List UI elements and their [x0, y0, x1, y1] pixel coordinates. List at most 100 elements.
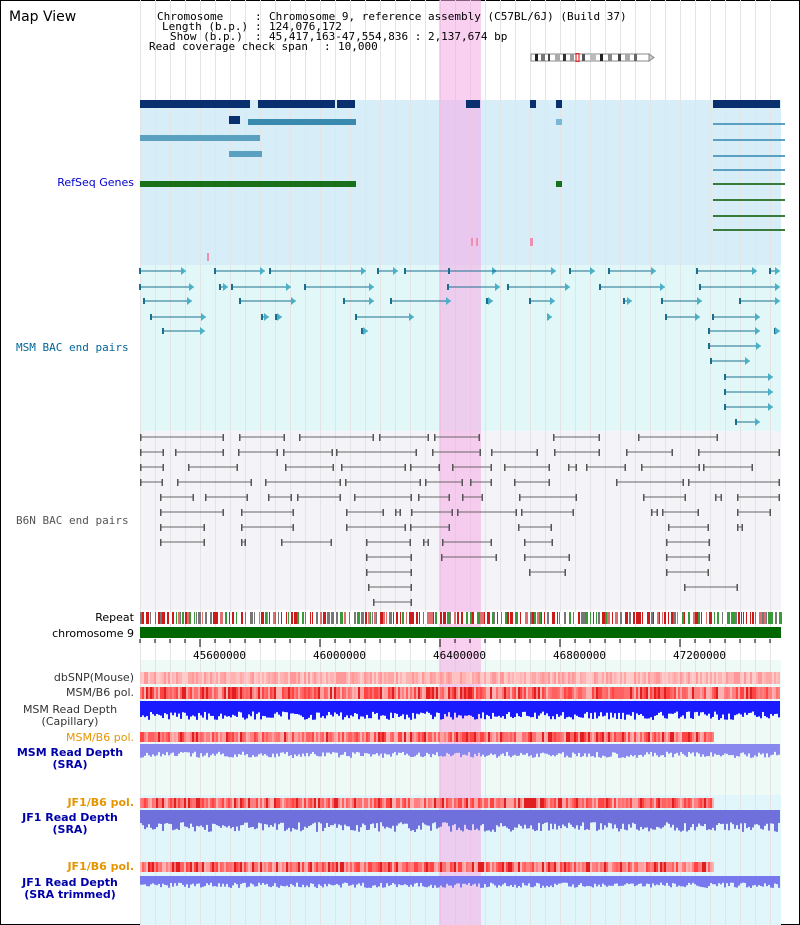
msm-b6-pol-density	[758, 687, 760, 699]
msm-b6-pol-density	[298, 687, 300, 699]
msm-read-depth-sra	[448, 744, 450, 755]
dbsnp-density	[346, 672, 348, 684]
msm-b6-pol-density	[306, 687, 308, 699]
dbsnp-density	[578, 672, 580, 684]
jf1-b6-pol-density	[172, 798, 174, 808]
msm-read-depth-sra	[294, 744, 296, 755]
jf1-b6-pol-density	[698, 798, 700, 808]
jf1-read-depth-trimmed	[250, 876, 252, 884]
msm-read-depth-capillary	[514, 701, 516, 717]
msm-read-depth-capillary	[478, 701, 480, 715]
dbsnp-density	[410, 672, 412, 684]
msm-read-depth-sra	[562, 744, 564, 753]
msm-read-depth-sra	[686, 744, 688, 757]
msm-read-depth-capillary	[454, 701, 456, 713]
jf1-b6-pol-density	[404, 798, 406, 808]
msm-read-depth-capillary	[570, 701, 572, 718]
jf1-b6-pol-density	[388, 798, 390, 808]
jf1-read-depth-trimmed	[244, 876, 246, 883]
msm-read-depth-sra	[284, 744, 286, 754]
msm-read-depth-sra	[152, 744, 154, 755]
msm-b6-pol-density	[462, 687, 464, 699]
track-label-msm-bac[interactable]: MSM BAC end pairs	[16, 341, 129, 354]
msm-b6-pol-sra-density	[518, 732, 520, 742]
jf1-b6-pol-density	[528, 798, 530, 808]
jf1-read-depth-sra	[356, 810, 358, 826]
msm-b6-pol-density	[210, 687, 212, 699]
msm-read-depth-capillary	[352, 701, 354, 717]
msm-read-depth-capillary	[286, 701, 288, 713]
msm-b6-pol-density	[564, 687, 566, 699]
msm-read-depth-capillary	[320, 701, 322, 718]
jf1-read-depth-trimmed	[472, 876, 474, 885]
jf1-b6-pol-2-density	[268, 862, 270, 872]
msm-b6-pol-density	[644, 687, 646, 699]
jf1-read-depth-trimmed	[338, 876, 340, 886]
dbsnp-density	[536, 672, 538, 684]
jf1-b6-pol-2-density	[346, 862, 348, 872]
msm-b6-pol-sra-density	[328, 732, 330, 742]
msm-read-depth-sra	[342, 744, 344, 755]
msm-read-depth-capillary	[206, 701, 208, 720]
jf1-b6-pol-2-density	[470, 862, 472, 872]
repeat-element	[633, 612, 635, 624]
msm-b6-pol-sra-density	[528, 732, 530, 742]
msm-b6-pol-sra-density	[178, 732, 180, 742]
track-label-refseq[interactable]: RefSeq Genes	[57, 176, 134, 189]
repeat-element	[416, 612, 418, 624]
repeat-element	[254, 612, 255, 624]
jf1-b6-pol-density	[162, 798, 164, 808]
msm-b6-pol-density	[296, 687, 298, 699]
jf1-read-depth-sra	[354, 810, 356, 831]
jf1-read-depth-sra	[216, 810, 218, 826]
msm-read-depth-sra	[292, 744, 294, 758]
repeat-element	[547, 612, 549, 624]
jf1-read-depth-trimmed	[288, 876, 290, 888]
dbsnp-density	[152, 672, 154, 684]
repeat-element	[755, 612, 756, 624]
dbsnp-density	[420, 672, 422, 684]
jf1-b6-pol-2-density	[362, 862, 364, 872]
jf1-read-depth-trimmed	[550, 876, 552, 886]
msm-b6-pol-density	[272, 687, 274, 699]
msm-read-depth-capillary	[410, 701, 412, 720]
dbsnp-density	[402, 672, 404, 684]
msm-read-depth-capillary	[772, 701, 774, 716]
msm-b6-pol-sra-density	[546, 732, 548, 742]
dbsnp-density	[674, 672, 676, 684]
dbsnp-density	[682, 672, 684, 684]
repeat-element	[142, 612, 144, 624]
msm-b6-pol-sra-density	[628, 732, 630, 742]
jf1-b6-pol-2-density	[448, 862, 450, 872]
jf1-b6-pol-2-density	[576, 862, 578, 872]
repeat-element	[544, 612, 545, 624]
msm-b6-pol-density	[344, 687, 346, 699]
msm-b6-pol-density	[448, 687, 450, 699]
jf1-read-depth-sra	[640, 810, 642, 827]
jf1-read-depth-trimmed	[728, 876, 730, 886]
msm-b6-pol-sra-density	[206, 732, 208, 742]
jf1-read-depth-sra	[538, 810, 540, 823]
selected-region-highlight[interactable]	[439, 0, 481, 925]
b6n-bac-end	[188, 464, 190, 471]
jf1-read-depth-trimmed	[698, 876, 700, 887]
msm-b6-pol-sra-density	[244, 732, 246, 742]
repeat-element	[768, 612, 770, 624]
msm-read-depth-capillary	[262, 701, 264, 716]
jf1-b6-pol-density	[264, 798, 266, 808]
msm-read-depth-capillary	[212, 701, 214, 716]
dbsnp-density	[648, 672, 650, 684]
dbsnp-density	[204, 672, 206, 684]
repeat-element	[620, 612, 622, 624]
chromosome-ideogram[interactable]	[530, 53, 655, 62]
track-label-b6n-bac[interactable]: B6N BAC end pairs	[16, 514, 129, 527]
msm-b6-pol-density	[482, 687, 484, 699]
msm-read-depth-capillary	[250, 701, 252, 717]
jf1-read-depth-sra	[336, 810, 338, 828]
jf1-b6-pol-density	[444, 798, 446, 808]
show-sep: :	[255, 30, 262, 43]
msm-read-depth-sra	[408, 744, 410, 756]
repeat-element	[457, 612, 459, 624]
msm-read-depth-sra	[766, 744, 768, 754]
